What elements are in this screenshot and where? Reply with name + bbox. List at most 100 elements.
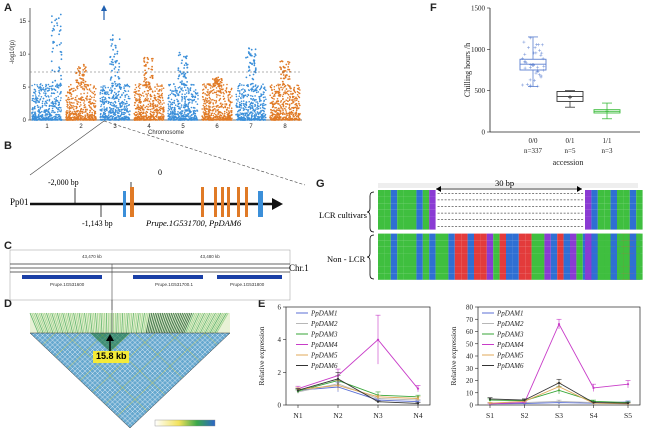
- snp-point: [285, 115, 288, 117]
- snp-point: [60, 74, 62, 77]
- snp-point: [113, 104, 116, 106]
- snp-point: [89, 114, 92, 116]
- snp-point: [111, 110, 113, 112]
- snp-point: [224, 103, 226, 105]
- snp-point: [185, 62, 187, 64]
- base-cell: [403, 196, 410, 204]
- snp-point: [122, 113, 124, 116]
- snp-point: [143, 84, 146, 87]
- snp-point: [80, 117, 82, 120]
- snp-point: [169, 83, 172, 86]
- base-cell: [410, 240, 417, 247]
- snp-point: [253, 60, 256, 63]
- ld-snp-line: [29, 312, 39, 334]
- snp-point: [237, 98, 240, 100]
- base-cell: [629, 273, 637, 280]
- snp-point: [243, 116, 245, 118]
- base-cell: [416, 233, 423, 241]
- snp-point: [283, 113, 286, 115]
- snp-point: [194, 91, 197, 94]
- snp-point: [90, 102, 93, 105]
- snp-point: [217, 113, 219, 116]
- snp-point: [111, 117, 114, 120]
- snp-point: [248, 113, 251, 115]
- snp-point: [279, 104, 281, 107]
- base-cell: [506, 253, 513, 260]
- snp-point: [111, 43, 113, 45]
- base-cell: [576, 246, 583, 254]
- snp-point: [227, 90, 230, 93]
- snp-point: [184, 109, 187, 111]
- snp-point: [187, 102, 190, 104]
- snp-point: [82, 81, 85, 84]
- snp-point: [118, 77, 121, 80]
- snp-point: [60, 53, 63, 56]
- snp-point: [278, 116, 280, 119]
- manhattan-xtick-label: 1: [45, 124, 49, 130]
- base-cell: [570, 240, 577, 247]
- snp-point: [102, 103, 105, 106]
- snp-point: [140, 94, 143, 97]
- snp-point: [176, 94, 179, 96]
- snp-point: [119, 102, 122, 105]
- base-cell: [610, 266, 617, 274]
- snp-point: [239, 92, 241, 95]
- snp-point: [269, 102, 272, 104]
- snp-point: [60, 107, 62, 109]
- snp-point: [286, 92, 288, 95]
- base-cell: [480, 233, 487, 241]
- base-cell: [442, 233, 449, 241]
- snp-point: [278, 109, 281, 111]
- snp-point: [172, 117, 175, 120]
- base-cell: [557, 273, 564, 280]
- snp-point: [207, 110, 210, 113]
- snp-point: [235, 106, 238, 108]
- snp-point: [287, 93, 290, 96]
- base-cell: [416, 216, 423, 223]
- snp-point: [275, 119, 277, 121]
- base-cell: [422, 246, 430, 254]
- snp-point: [282, 74, 285, 76]
- snp-point: [290, 99, 293, 101]
- ld-snp-line: [176, 312, 185, 334]
- base-cell: [597, 266, 605, 274]
- base-cell: [557, 240, 564, 247]
- base-cell: [461, 266, 468, 274]
- snp-point: [56, 107, 58, 109]
- ld-grid-line: [57, 332, 86, 360]
- snp-point: [147, 67, 150, 70]
- snp-point: [194, 89, 197, 91]
- base-cell: [636, 190, 643, 197]
- snp-point: [242, 94, 245, 97]
- base-cell: [538, 266, 545, 274]
- snp-point: [290, 87, 292, 90]
- series-point: [488, 402, 492, 405]
- snp-point: [282, 98, 284, 101]
- snp-point: [246, 116, 248, 118]
- base-cell: [467, 273, 474, 280]
- snp-point: [257, 107, 260, 110]
- snp-point: [288, 107, 290, 109]
- snp-point: [219, 85, 221, 87]
- snp-point: [169, 113, 171, 116]
- base-cell: [461, 240, 468, 247]
- ld-snp-line: [152, 312, 158, 334]
- base-cell: [629, 223, 637, 230]
- snp-point: [215, 105, 218, 108]
- snp-point: [252, 109, 254, 112]
- snp-point: [255, 108, 257, 110]
- gene-model: [30, 182, 283, 217]
- ld-snp-line: [58, 312, 65, 334]
- snp-point: [79, 110, 82, 112]
- base-cell: [378, 223, 385, 230]
- snp-point: [286, 103, 288, 105]
- snp-point: [36, 104, 39, 107]
- snp-point: [77, 101, 80, 103]
- snp-point: [137, 108, 140, 110]
- snp-point: [111, 34, 114, 37]
- snp-point: [100, 109, 102, 112]
- series-point: [416, 402, 420, 405]
- ld-snp-line: [209, 312, 222, 334]
- snp-point: [213, 105, 215, 108]
